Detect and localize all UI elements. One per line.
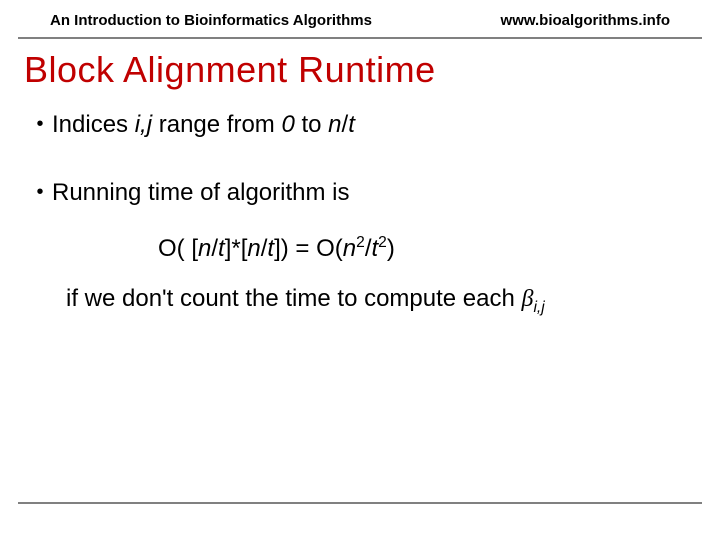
slide-content: • Indices i,j range from 0 to n/t • Runn… xyxy=(0,109,720,315)
slide-title: Block Alignment Runtime xyxy=(0,39,720,109)
b1-mid: range from xyxy=(152,111,281,138)
b1-t: t xyxy=(348,111,355,138)
b1-ij: i,j xyxy=(135,111,152,138)
f-n3: n xyxy=(343,235,356,262)
f-p15: ) xyxy=(387,235,395,262)
f-p1: O( [ xyxy=(158,235,198,262)
slide-header: An Introduction to Bioinformatics Algori… xyxy=(18,0,702,39)
note-line: if we don't count the time to compute ea… xyxy=(28,283,692,315)
f-n1: n xyxy=(198,235,211,262)
bullet-2: • Running time of algorithm is xyxy=(28,177,692,209)
footer-rule xyxy=(18,502,702,504)
bullet-1: • Indices i,j range from 0 to n/t xyxy=(28,109,692,141)
slide: An Introduction to Bioinformatics Algori… xyxy=(0,0,720,540)
beta-sub: i,j xyxy=(533,299,544,316)
b1-pre: Indices xyxy=(52,111,135,138)
b1-zero: 0 xyxy=(281,111,294,138)
f-p9: ]) = O( xyxy=(274,235,343,262)
bullet-2-text: Running time of algorithm is xyxy=(52,177,349,209)
f-p5: ]*[ xyxy=(225,235,248,262)
note-pre: if we don't count the time to compute ea… xyxy=(66,285,522,312)
b1-to: to xyxy=(295,111,328,138)
f-n2: n xyxy=(247,235,260,262)
header-left: An Introduction to Bioinformatics Algori… xyxy=(50,12,372,29)
beta-symbol: β xyxy=(522,286,534,312)
header-right: www.bioalgorithms.info xyxy=(501,12,670,29)
formula: O( [n/t]*[n/t]) = O(n2/t2) xyxy=(28,233,692,265)
f-sup1: 2 xyxy=(356,234,365,251)
f-sup2: 2 xyxy=(378,234,387,251)
bullet-dot-icon: • xyxy=(28,177,52,207)
bullet-dot-icon: • xyxy=(28,109,52,139)
b1-n: n xyxy=(328,111,341,138)
bullet-1-text: Indices i,j range from 0 to n/t xyxy=(52,109,355,141)
f-t1: t xyxy=(218,235,225,262)
